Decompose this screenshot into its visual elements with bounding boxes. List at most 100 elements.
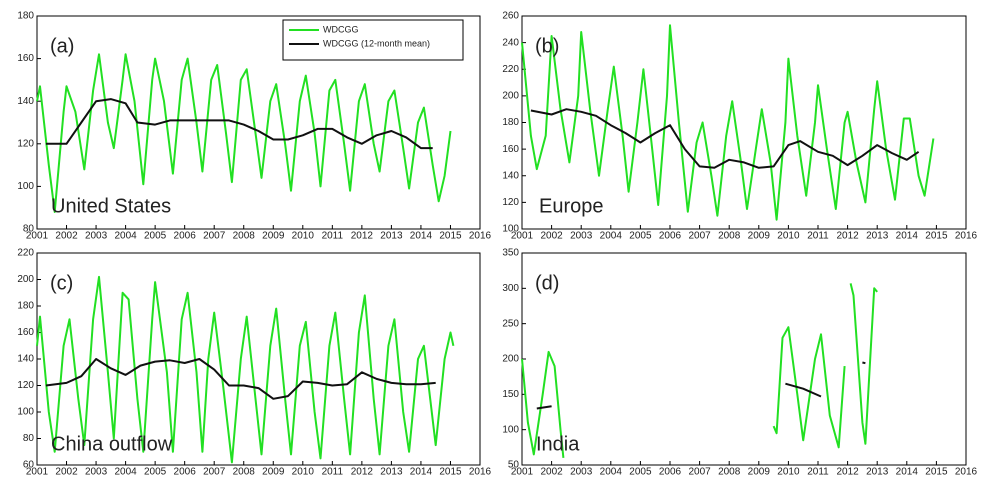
y-tick-label: 120 — [502, 197, 519, 208]
region-label: India — [536, 433, 580, 455]
x-tick-label: 2007 — [203, 467, 226, 477]
y-tick-label: 100 — [17, 181, 34, 192]
panel: 2001 2002 2003 2004 2005 2006 2007 2008 2009 2010… — [17, 248, 491, 477]
series-line — [530, 108, 920, 169]
y-tick-label: 240 — [502, 37, 519, 48]
x-tick-label: 2003 — [570, 467, 593, 477]
legend-label: WDCGG (12-month mean) — [323, 38, 430, 48]
plot-frame — [521, 252, 967, 466]
y-tick-label: 140 — [502, 170, 519, 181]
x-tick-label: 2002 — [540, 467, 563, 477]
y-tick-label: 180 — [17, 301, 34, 312]
x-tick-label: 2004 — [114, 231, 137, 242]
y-tick-label: 350 — [502, 248, 519, 259]
x-tick-label: 2009 — [748, 467, 771, 477]
x-tick-label: 2002 — [55, 467, 78, 477]
y-tick-label: 60 — [23, 460, 35, 471]
x-tick-label: 2016 — [469, 231, 492, 242]
y-tick-label: 50 — [508, 460, 520, 471]
series-line — [36, 53, 452, 213]
series-line — [36, 275, 455, 464]
y-tick-label: 200 — [502, 354, 519, 365]
y-tick-label: 160 — [17, 53, 34, 64]
y-tick-label: 260 — [502, 11, 519, 22]
y-tick-label: 100 — [502, 424, 519, 435]
x-tick-label: 2006 — [174, 231, 197, 242]
x-tick-label: 2008 — [718, 231, 741, 242]
legend-label: WDCGG — [323, 24, 359, 34]
x-tick-label: 2001 — [26, 467, 49, 477]
y-tick-label: 250 — [502, 318, 519, 329]
panel-label: (a) — [50, 35, 74, 57]
y-tick-label: 80 — [23, 433, 35, 444]
x-tick-label: 2011 — [807, 467, 829, 477]
x-tick-label: 2014 — [410, 467, 433, 477]
x-tick-label: 2009 — [262, 231, 285, 242]
x-tick-label: 2015 — [439, 231, 462, 242]
y-tick-label: 80 — [23, 224, 35, 235]
series-line — [521, 24, 935, 221]
x-tick-label: 2016 — [955, 231, 978, 242]
x-tick-label: 2007 — [688, 467, 711, 477]
y-tick-label: 140 — [17, 96, 34, 107]
x-tick-label: 2004 — [600, 231, 623, 242]
y-tick-label: 180 — [502, 117, 519, 128]
x-tick-label: 2012 — [836, 231, 859, 242]
y-tick-label: 200 — [502, 91, 519, 102]
x-tick-label: 2001 — [26, 231, 49, 242]
y-tick-label: 200 — [17, 274, 34, 285]
region-label: Europe — [539, 195, 604, 217]
x-tick-label: 2012 — [351, 467, 374, 477]
x-tick-label: 2005 — [629, 467, 652, 477]
x-tick-label: 2015 — [925, 231, 948, 242]
x-tick-label: 2013 — [866, 231, 889, 242]
x-tick-label: 2005 — [144, 467, 167, 477]
x-tick-label: 2002 — [540, 231, 563, 242]
y-tick-label: 100 — [17, 407, 34, 418]
x-tick-label: 2002 — [55, 231, 78, 242]
x-tick-label: 2003 — [85, 231, 108, 242]
panel-label: (d) — [535, 272, 559, 294]
y-tick-label: 160 — [502, 144, 519, 155]
y-tick-label: 220 — [17, 248, 34, 259]
panel-label: (c) — [50, 272, 73, 294]
x-tick-label: 2006 — [659, 467, 682, 477]
x-tick-label: 2001 — [511, 231, 534, 242]
x-tick-label: 2005 — [629, 231, 652, 242]
x-tick-label: 2006 — [174, 467, 197, 477]
x-tick-label: 2014 — [896, 467, 919, 477]
y-tick-label: 100 — [502, 224, 519, 235]
x-tick-label: 2011 — [322, 231, 344, 242]
x-tick-label: 2013 — [866, 467, 889, 477]
x-tick-label: 2007 — [688, 231, 711, 242]
x-tick-label: 2014 — [896, 231, 919, 242]
series-line — [45, 358, 436, 400]
x-tick-label: 2010 — [292, 231, 315, 242]
x-tick-label: 2008 — [718, 467, 741, 477]
x-tick-label: 2013 — [380, 467, 403, 477]
y-tick-label: 220 — [502, 64, 519, 75]
series-line — [536, 361, 866, 410]
x-tick-label: 2007 — [203, 231, 226, 242]
x-tick-label: 2011 — [322, 467, 344, 477]
x-tick-label: 2012 — [836, 467, 859, 477]
y-tick-label: 150 — [502, 389, 519, 400]
x-tick-label: 2001 — [511, 467, 534, 477]
panel: 2001 2002 2003 2004 2005 2006 2007 2008 2009 2010… — [502, 11, 977, 242]
x-tick-label: 2015 — [925, 467, 948, 477]
x-tick-label: 2016 — [469, 467, 492, 477]
panel: 2001 2002 2003 2004 2005 2006 2007 2008 2009 2010… — [17, 11, 491, 242]
x-tick-label: 2003 — [85, 467, 108, 477]
x-tick-label: 2016 — [955, 467, 978, 477]
y-tick-label: 140 — [17, 354, 34, 365]
y-tick-label: 160 — [17, 327, 34, 338]
x-tick-label: 2003 — [570, 231, 593, 242]
y-tick-label: 120 — [17, 380, 34, 391]
y-tick-label: 180 — [17, 11, 34, 22]
panel: 2001 2002 2003 2004 2005 2006 2007 2008 2009 2010… — [502, 248, 977, 477]
panel-label: (b) — [535, 35, 559, 57]
x-tick-label: 2013 — [380, 231, 403, 242]
legend-box — [282, 19, 464, 61]
x-tick-label: 2010 — [292, 467, 315, 477]
